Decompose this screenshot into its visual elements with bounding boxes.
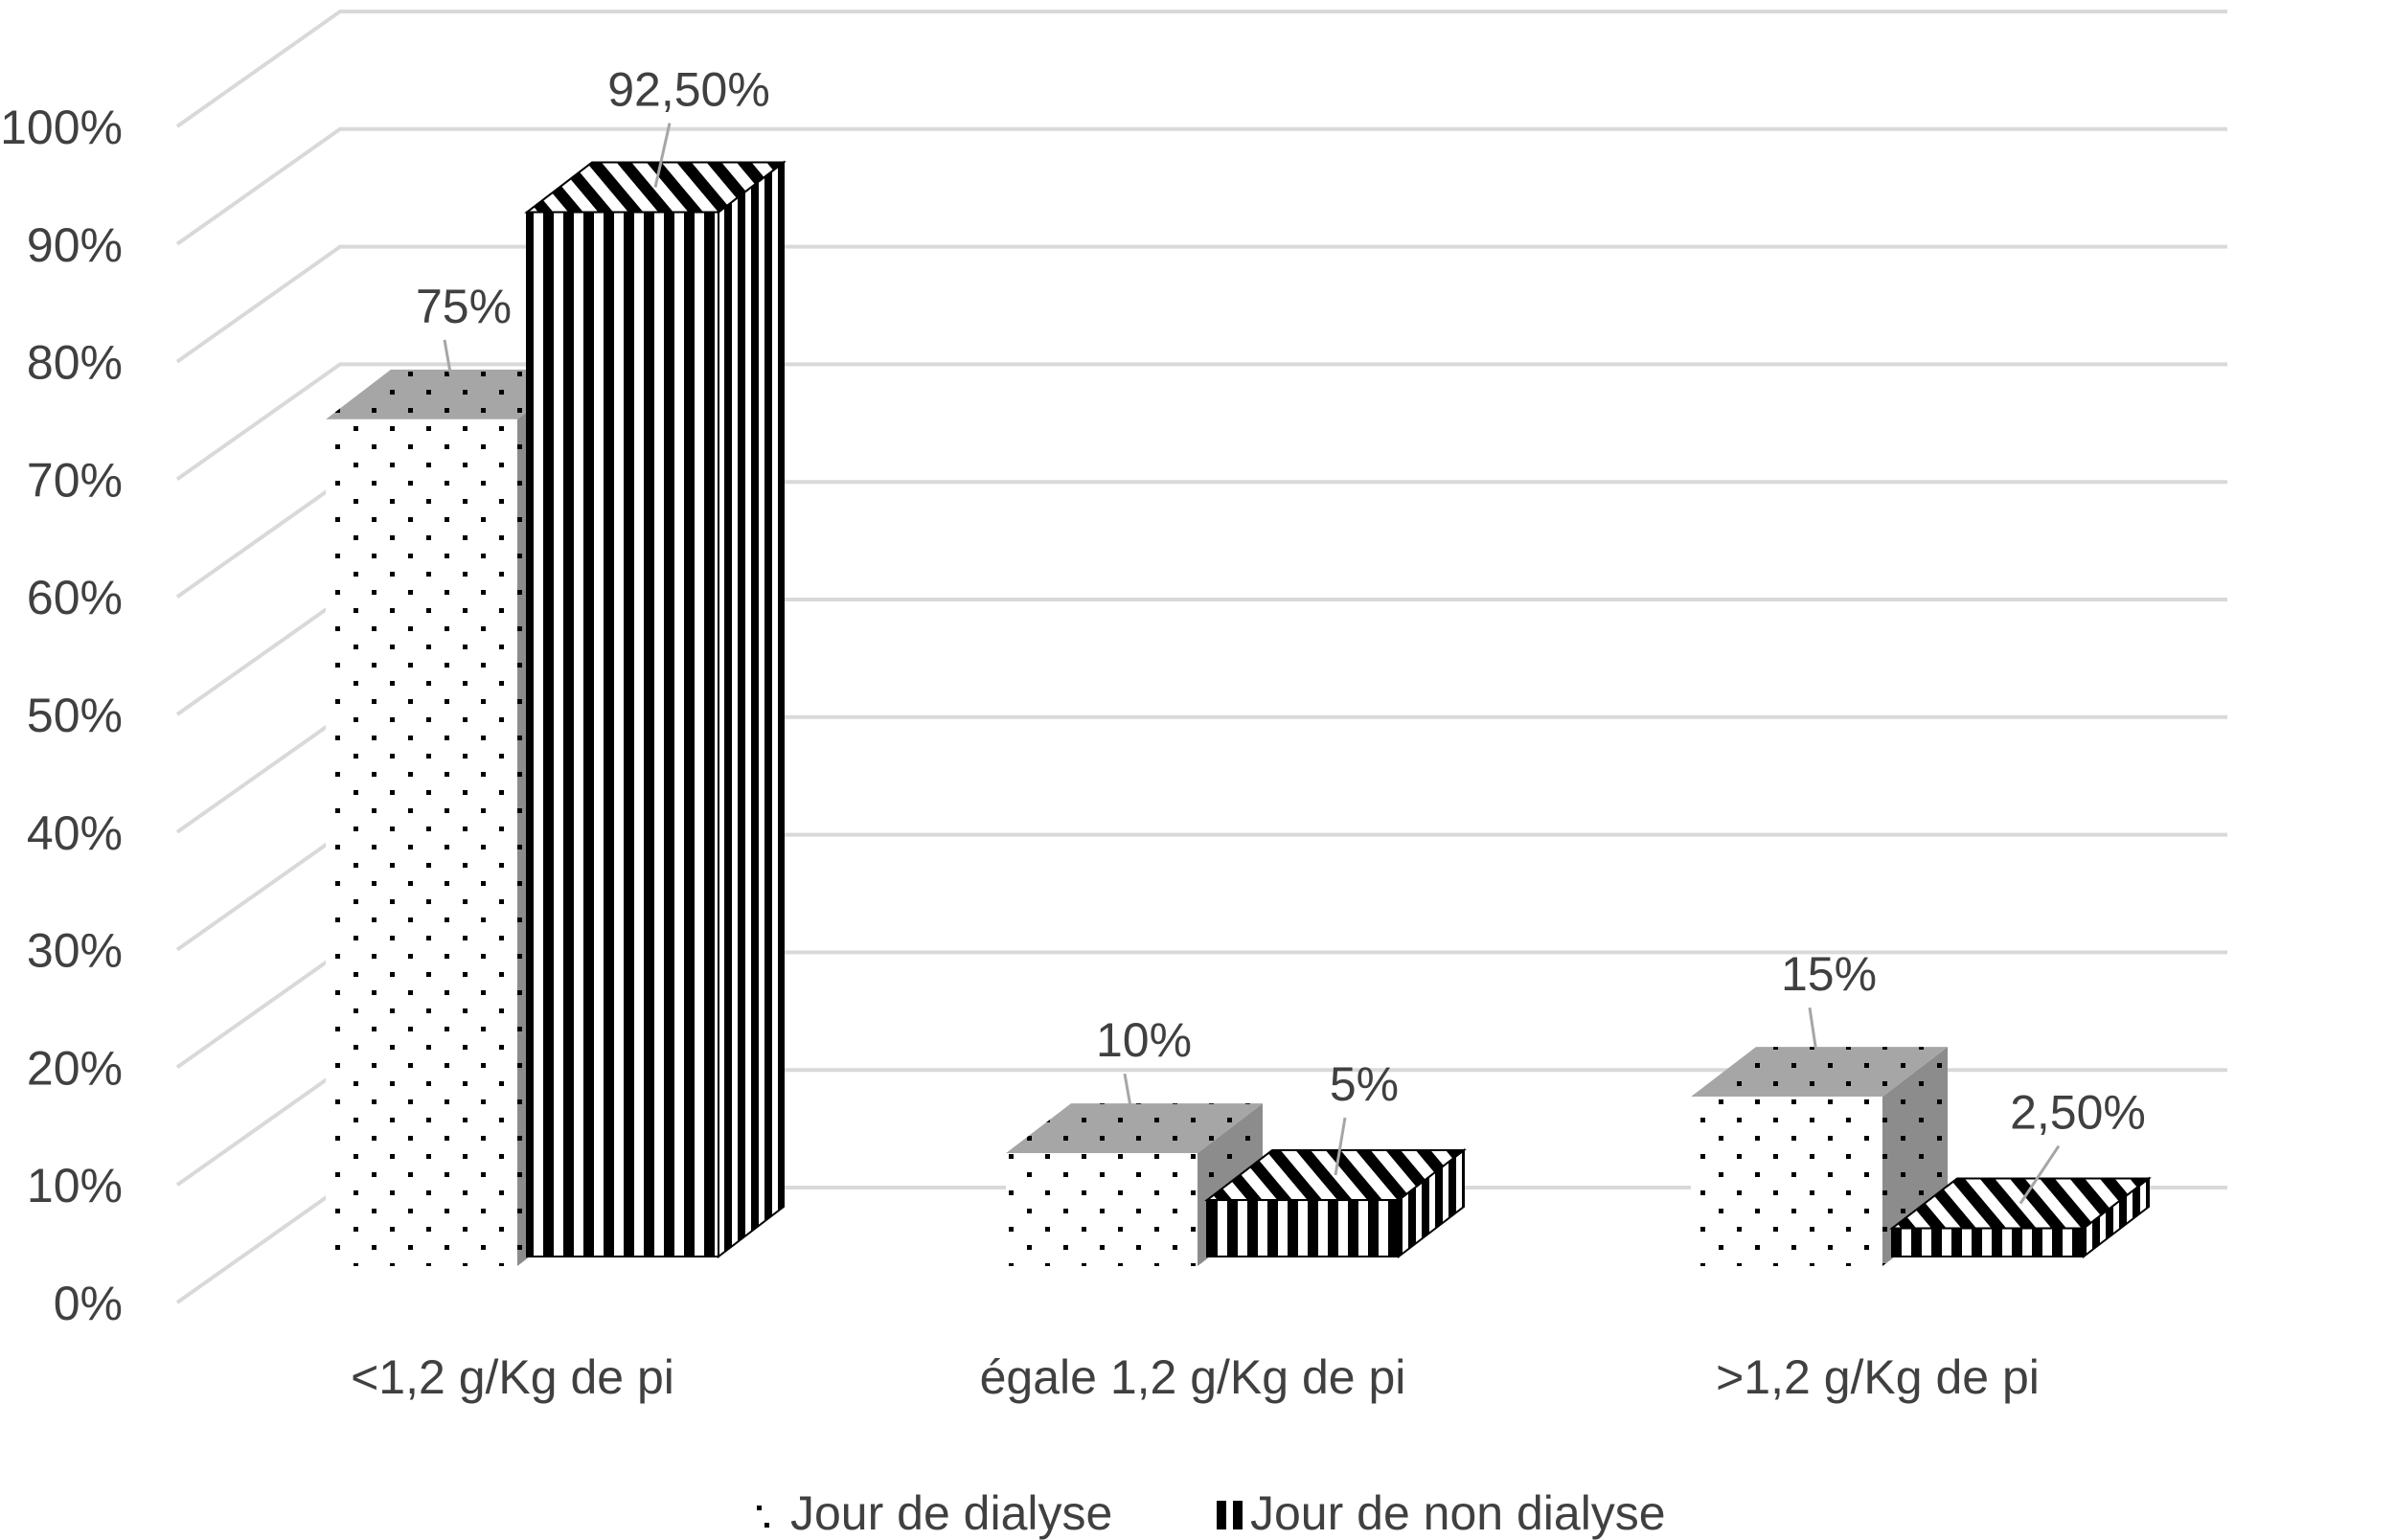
legend-swatch-stripes: [1233, 1501, 1243, 1529]
label-layer: 75% 92,50% <1,2 g/Kg de pi 10% 5% égale 1,2 g…: [351, 63, 2146, 1404]
gridline: [175, 362, 2227, 482]
legend-item-1: Jour de non dialyse: [1217, 1486, 1666, 1540]
y-tick-label: 70%: [27, 453, 123, 507]
x-category-label: >1,2 g/Kg de pi: [1716, 1350, 2040, 1404]
y-tick-label: 10%: [27, 1159, 123, 1212]
bar-front-face: [1891, 1227, 2085, 1257]
bar-0-1: [1006, 1103, 1263, 1266]
data-label-leader: [2019, 1144, 2061, 1205]
x-category-label: <1,2 g/Kg de pi: [351, 1350, 674, 1404]
y-tick-label: 80%: [27, 336, 123, 390]
data-label-leader: [653, 123, 672, 188]
y-tick-label: 30%: [27, 924, 123, 978]
bar-front-face: [1206, 1199, 1400, 1258]
y-tick-label: 0%: [54, 1277, 123, 1330]
y-tick-label: 60%: [27, 571, 123, 624]
data-label-leader: [1334, 1117, 1347, 1176]
data-label: 15%: [1781, 947, 1877, 1001]
bar-1-0: [524, 160, 787, 1259]
gridline: [175, 10, 2227, 128]
y-tick-label: 20%: [27, 1041, 123, 1095]
bar-1-1: [1204, 1148, 1467, 1259]
legend-swatch-dots: [757, 1506, 762, 1510]
bar-front-face: [326, 419, 517, 1267]
y-tick-label: 50%: [27, 689, 123, 742]
bar-layer: [326, 160, 2152, 1267]
y-tick-label: 100%: [0, 101, 123, 154]
gridline: [175, 244, 2227, 364]
legend: Jour de dialyse Jour de non dialyse: [757, 1486, 1666, 1540]
gridline: [175, 126, 2227, 246]
data-label: 10%: [1096, 1013, 1192, 1067]
data-label-leader: [443, 339, 456, 396]
data-label-leader: [1808, 1007, 1821, 1073]
legend-label: Jour de non dialyse: [1250, 1486, 1666, 1540]
data-label: 5%: [1330, 1057, 1399, 1111]
data-label-leader: [1123, 1073, 1136, 1129]
legend-swatch-dots: [764, 1523, 769, 1528]
x-category-label: égale 1,2 g/Kg de pi: [980, 1350, 1406, 1404]
y-tick-label: 40%: [27, 806, 123, 860]
legend-label: Jour de dialyse: [790, 1486, 1112, 1540]
bar-front-face: [1006, 1153, 1198, 1266]
legend-item-0: Jour de dialyse: [757, 1486, 1112, 1540]
data-label: 75%: [416, 280, 512, 333]
y-tick-label: 90%: [27, 218, 123, 272]
bar-front-face: [1691, 1097, 1882, 1266]
data-label: 2,50%: [2010, 1086, 2146, 1140]
legend-swatch-stripes: [1217, 1501, 1226, 1529]
bar-front-face: [526, 211, 719, 1257]
bar-side-face: [718, 160, 785, 1259]
data-label: 92,50%: [607, 63, 770, 117]
